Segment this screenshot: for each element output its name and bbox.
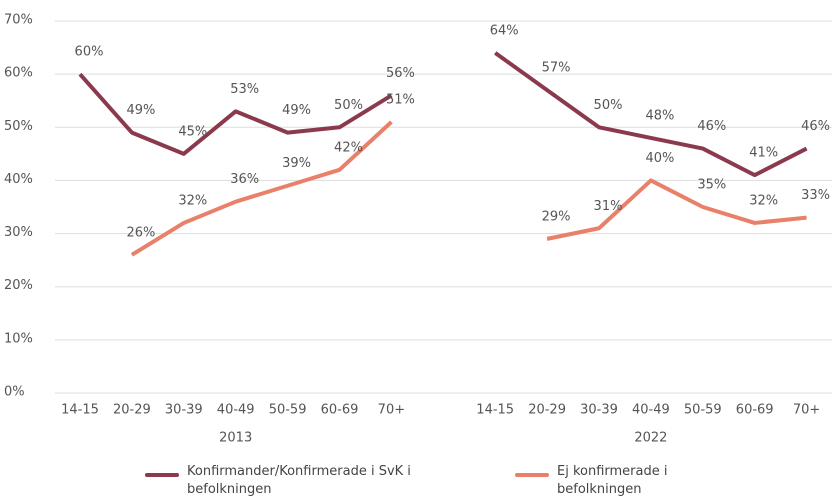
x-tick-label: 14-15 [476,403,514,418]
x-tick-label: 20-29 [528,403,566,418]
data-label: 39% [282,156,311,171]
x-tick-label: 60-69 [321,403,359,418]
y-tick-label: 50% [4,119,33,134]
y-tick-label: 60% [4,66,33,81]
data-label: 33% [801,188,830,203]
x-tick-label: 60-69 [736,403,774,418]
data-label: 49% [282,103,311,118]
x-tick-label: 70+ [793,403,820,418]
data-label: 35% [697,178,726,193]
legend-label: Konfirmander/Konfirmerade i SvK i befolk… [187,464,411,497]
x-tick-label: 50-59 [684,403,722,418]
data-label: 32% [178,193,207,208]
data-label: 46% [801,119,830,134]
group-label: 2022 [634,431,667,446]
legend-swatch [145,473,179,477]
y-tick-label: 20% [4,278,33,293]
data-label: 46% [697,119,726,134]
data-label: 48% [645,108,674,123]
y-tick-label: 40% [4,172,33,187]
data-label: 56% [386,66,415,81]
data-label: 31% [594,199,623,214]
x-tick-label: 20-29 [113,403,151,418]
data-label: 29% [542,209,571,224]
x-tick-label: 40-49 [632,403,670,418]
series-line [78,51,808,178]
data-label: 49% [126,103,155,118]
x-tick-label: 30-39 [580,403,618,418]
x-tick-label: 40-49 [217,403,255,418]
legend-label: Ej konfirmerade i befolkningen [557,464,668,497]
group-label: 2013 [219,431,252,446]
series-line [130,120,807,257]
x-tick-label: 70+ [378,403,405,418]
data-label: 50% [594,98,623,113]
data-label: 50% [334,98,363,113]
data-label: 53% [230,82,259,97]
y-tick-label: 0% [4,385,25,400]
data-label: 36% [230,172,259,187]
y-tick-label: 70% [4,13,33,28]
data-label: 60% [75,45,104,60]
y-tick-label: 10% [4,331,33,346]
x-tick-label: 14-15 [61,403,99,418]
x-tick-label: 30-39 [165,403,203,418]
data-label: 32% [749,193,778,208]
data-label: 51% [386,92,415,107]
data-label: 26% [126,225,155,240]
data-label: 41% [749,146,778,161]
data-label: 64% [490,23,519,38]
y-tick-label: 30% [4,225,33,240]
data-label: 40% [645,151,674,166]
data-label: 42% [334,140,363,155]
legend-swatch [515,473,549,477]
x-tick-label: 50-59 [269,403,307,418]
data-label: 57% [542,61,571,76]
data-label: 45% [178,124,207,139]
